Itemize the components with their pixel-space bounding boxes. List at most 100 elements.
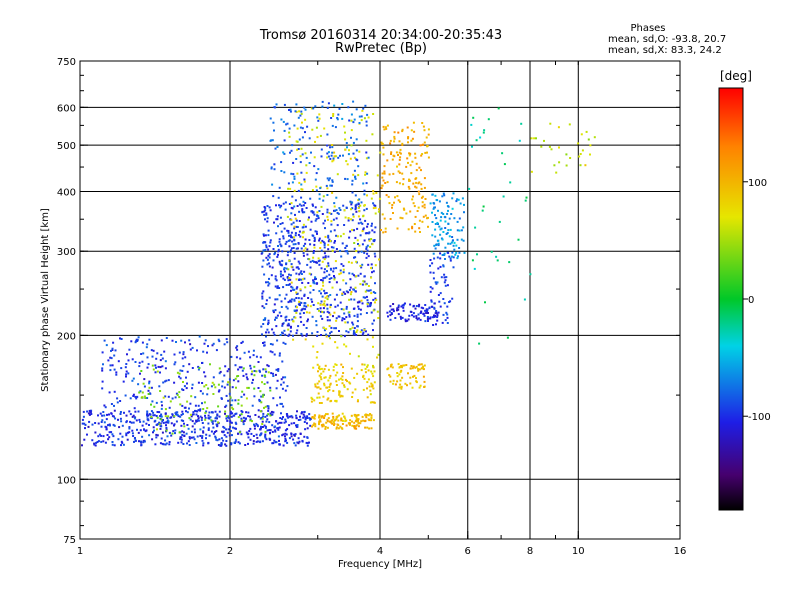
- data-point: [389, 314, 392, 317]
- data-point: [111, 415, 114, 418]
- data-point: [311, 332, 314, 335]
- data-point: [293, 422, 296, 425]
- data-point: [282, 416, 284, 419]
- data-point: [214, 435, 217, 438]
- data-point: [340, 417, 343, 420]
- data-point: [213, 383, 216, 386]
- data-point: [366, 338, 369, 341]
- data-point: [278, 311, 281, 314]
- data-point: [253, 423, 255, 426]
- data-point: [309, 260, 312, 263]
- data-point: [238, 366, 241, 369]
- data-point: [427, 156, 430, 159]
- data-point: [495, 255, 498, 258]
- data-point: [91, 439, 94, 442]
- data-point: [111, 349, 114, 351]
- data-point: [289, 326, 292, 329]
- data-point: [227, 399, 230, 402]
- data-point: [308, 311, 311, 314]
- data-point: [317, 168, 320, 171]
- data-point: [188, 437, 191, 440]
- data-point: [301, 188, 304, 191]
- data-point: [336, 371, 339, 374]
- data-point: [425, 312, 428, 314]
- data-point: [348, 119, 351, 122]
- data-point: [322, 307, 325, 310]
- data-point: [415, 377, 417, 380]
- data-point: [328, 277, 331, 280]
- data-point: [298, 273, 301, 276]
- data-point: [354, 290, 357, 293]
- data-point: [277, 250, 280, 253]
- data-point: [419, 312, 422, 314]
- data-point: [342, 154, 344, 157]
- data-point: [277, 253, 279, 256]
- data-point: [348, 289, 351, 291]
- data-point: [349, 328, 352, 330]
- data-point: [152, 431, 154, 434]
- data-point: [441, 195, 444, 198]
- data-point: [437, 294, 440, 296]
- data-point: [212, 342, 215, 345]
- data-point: [253, 395, 256, 398]
- data-point: [139, 390, 142, 393]
- data-point: [361, 302, 364, 305]
- data-point: [335, 384, 338, 386]
- data-point: [346, 178, 349, 181]
- data-point: [341, 395, 344, 398]
- data-point: [438, 225, 441, 228]
- data-point: [301, 411, 303, 414]
- data-point: [350, 119, 353, 122]
- data-point: [302, 323, 305, 326]
- data-point: [174, 432, 176, 435]
- data-point: [246, 378, 249, 381]
- data-point: [442, 298, 445, 300]
- data-point: [226, 431, 229, 434]
- data-point: [161, 404, 163, 407]
- data-point: [134, 395, 137, 398]
- x-tick-label: 1: [77, 546, 83, 557]
- data-point: [296, 306, 298, 309]
- data-point: [346, 250, 349, 253]
- data-point: [351, 207, 354, 210]
- data-point: [304, 338, 307, 341]
- data-point: [101, 367, 104, 370]
- data-point: [253, 425, 256, 427]
- data-point: [473, 267, 476, 270]
- data-point: [431, 234, 434, 237]
- data-point: [282, 237, 285, 240]
- data-point: [302, 200, 305, 203]
- data-point: [346, 163, 349, 166]
- data-point: [435, 323, 437, 326]
- data-point: [141, 424, 144, 427]
- data-point: [320, 378, 323, 381]
- data-point: [320, 279, 323, 281]
- data-point: [371, 271, 373, 274]
- data-point: [255, 422, 258, 425]
- data-point: [497, 107, 500, 110]
- data-point: [422, 215, 425, 218]
- data-point: [311, 234, 314, 237]
- data-point: [320, 249, 323, 252]
- data-point: [119, 411, 122, 413]
- data-point: [125, 434, 128, 437]
- data-point: [443, 276, 446, 279]
- data-point: [81, 444, 83, 447]
- data-point: [358, 122, 361, 124]
- data-point: [319, 134, 322, 137]
- data-point: [314, 425, 317, 428]
- data-point: [259, 434, 261, 437]
- data-point: [283, 171, 286, 174]
- data-point: [253, 427, 256, 430]
- data-point: [325, 421, 328, 424]
- data-point: [433, 302, 436, 305]
- data-point: [188, 339, 191, 342]
- data-point: [280, 402, 283, 405]
- data-point: [290, 415, 293, 418]
- data-point: [131, 379, 134, 382]
- data-point: [296, 329, 299, 332]
- data-point: [357, 251, 360, 254]
- data-point: [335, 418, 338, 421]
- data-point: [279, 402, 282, 405]
- data-point: [280, 245, 283, 248]
